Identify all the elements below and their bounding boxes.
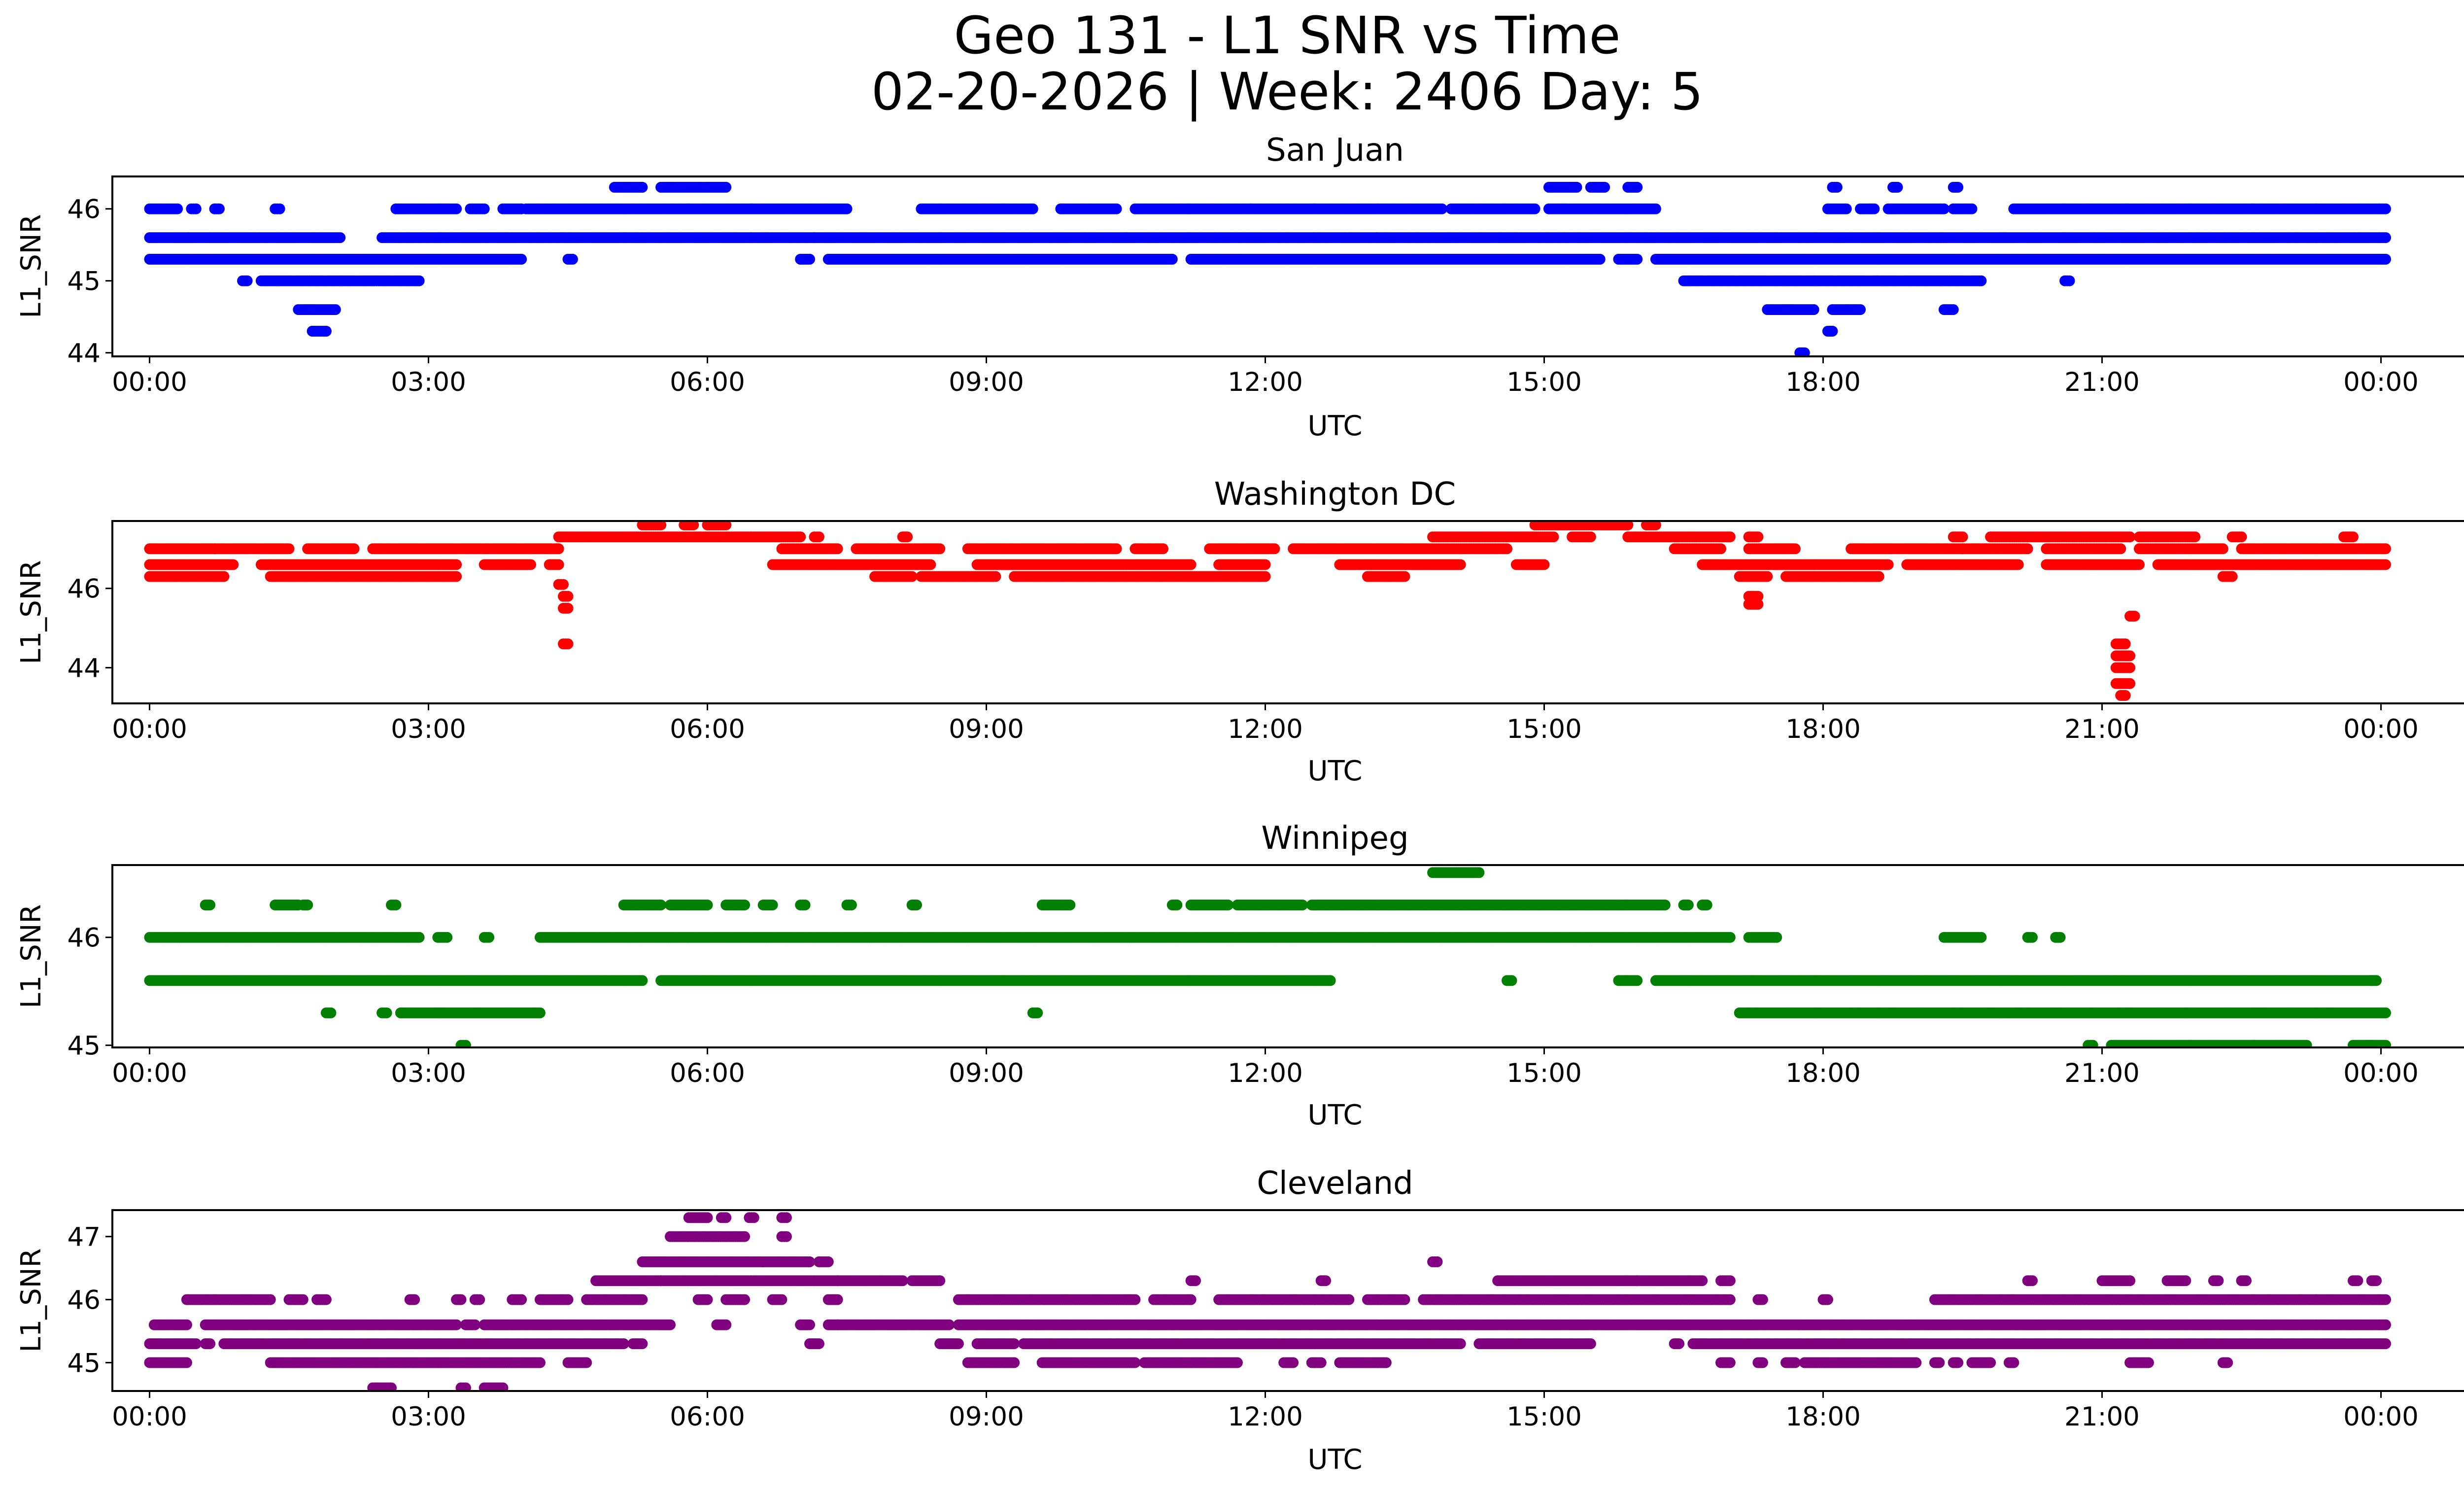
data-point [241, 275, 253, 286]
data-point [1650, 203, 1661, 214]
data-point [283, 543, 295, 555]
data-point [274, 203, 285, 214]
data-point [1502, 543, 1512, 555]
data-point [1841, 203, 1852, 214]
y-axis-label: L1_SNR [15, 214, 47, 318]
data-point [1185, 559, 1197, 570]
data-point [567, 253, 578, 265]
data-point [228, 559, 239, 570]
data-point [1539, 559, 1550, 570]
scatter-points [144, 521, 2391, 701]
data-point [214, 203, 225, 214]
data-point [2380, 253, 2391, 265]
x-tick-label: 06:00 [670, 367, 745, 397]
data-point [479, 203, 490, 214]
y-tick-label: 45 [68, 267, 101, 297]
data-point [1437, 203, 1447, 214]
data-point [516, 253, 527, 265]
data-point [2115, 543, 2126, 555]
x-tick-label: 00:00 [112, 367, 187, 397]
data-point [1831, 181, 1843, 193]
data-point [1269, 543, 1280, 555]
data-point [1976, 275, 1987, 286]
data-point [2217, 543, 2228, 555]
data-point [348, 543, 360, 555]
x-tick-label: 18:00 [1785, 367, 1861, 397]
data-point [1855, 304, 1866, 315]
data-point [2064, 275, 2075, 286]
x-tick-label: 03:00 [391, 367, 466, 397]
panel-san-juan: San Juan 00:00 03:00 06:00 09:00 12:00 15:00 1… [15, 132, 2464, 442]
data-point [1166, 253, 1178, 265]
x-tick-label: 09:00 [949, 367, 1024, 397]
data-point [1158, 543, 1168, 555]
axis-ticks: 00:00 03:00 06:00 09:00 12:00 15:00 18:00 21:00… [68, 195, 2419, 397]
data-point [1599, 181, 1610, 193]
panel-washington-dc: Washington DC 00:00 03:00 06:00 09:00 12:00 1… [15, 476, 2464, 787]
panel-title: San Juan [1266, 132, 1404, 169]
data-point [2380, 543, 2391, 555]
y-tick-label: 46 [68, 195, 101, 225]
figure-title-line2: 02-20-2026 | Week: 2406 Day: 5 [871, 62, 1703, 122]
figure-title-line1: Geo 131 - L1 SNR vs Time [954, 5, 1620, 66]
data-point [1111, 543, 1122, 555]
data-point [190, 203, 202, 214]
data-point [330, 304, 341, 315]
data-point [413, 275, 425, 286]
data-point [1715, 543, 1726, 555]
data-point [1952, 181, 1964, 193]
data-point [335, 232, 346, 243]
x-axis-label: UTC [1307, 410, 1362, 442]
data-point [1111, 203, 1122, 214]
y-tick-label: 44 [68, 339, 101, 369]
data-point [553, 543, 564, 555]
data-point [525, 559, 536, 570]
data-point [934, 543, 946, 555]
x-tick-label: 00:00 [2343, 367, 2419, 397]
axes-frame [111, 175, 2464, 357]
data-point [1966, 203, 1978, 214]
data-point [1529, 203, 1540, 214]
data-point [804, 253, 815, 265]
data-point [1594, 253, 1606, 265]
data-point [2380, 232, 2391, 243]
x-tick-label: 21:00 [2064, 367, 2140, 397]
data-point [1882, 559, 1894, 570]
data-point [720, 181, 732, 193]
data-point [1827, 325, 1838, 337]
data-point [2022, 543, 2033, 555]
data-point [1260, 559, 1271, 570]
panel-title: Washington DC [1214, 476, 1456, 513]
data-point [1938, 203, 1950, 214]
data-point [2380, 203, 2391, 214]
data-point [1948, 304, 1959, 315]
data-point [1632, 253, 1643, 265]
data-point [1455, 559, 1466, 570]
data-point [1027, 203, 1038, 214]
data-point [451, 203, 462, 214]
data-point [841, 203, 853, 214]
data-point [637, 181, 648, 193]
data-point [1869, 203, 1880, 214]
data-point [832, 543, 843, 555]
x-tick-label: 12:00 [1228, 367, 1303, 397]
scatter-points [144, 181, 2391, 356]
data-point [553, 559, 564, 570]
data-point [320, 325, 332, 337]
data-point [1571, 181, 1582, 193]
data-point [1789, 543, 1801, 555]
data-point [1632, 181, 1643, 193]
data-point [1892, 181, 1903, 193]
data-point [451, 559, 462, 570]
data-point [172, 203, 183, 214]
x-tick-label: 15:00 [1506, 367, 1582, 397]
data-point [925, 559, 936, 570]
data-point [1808, 304, 1819, 315]
data-point [1799, 347, 1810, 356]
